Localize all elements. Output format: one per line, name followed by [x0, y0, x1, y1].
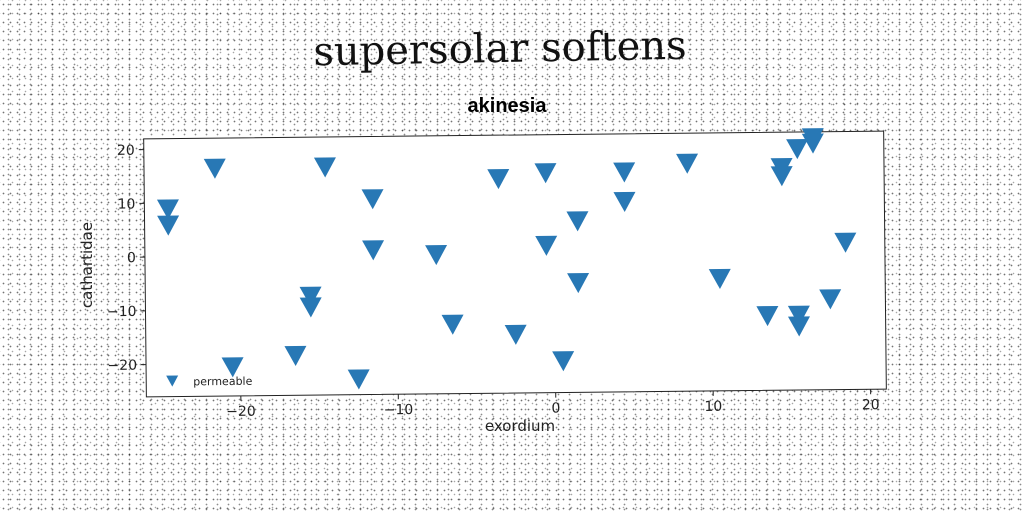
data-point: [156, 199, 179, 220]
data-point: [157, 215, 180, 236]
chart-title: akinesia: [468, 95, 548, 117]
data-point: [708, 268, 731, 289]
x-axis-label: exordium: [485, 417, 555, 435]
y-axis-label: cathartidae: [78, 222, 96, 308]
data-point: [676, 153, 699, 174]
data-point: [487, 169, 510, 190]
plot-area: [143, 130, 887, 398]
data-point: [504, 324, 527, 345]
data-point: [770, 166, 793, 187]
data-point: [819, 289, 842, 310]
y-tick-label: 0: [127, 250, 136, 266]
y-tick-label: 20: [117, 143, 135, 159]
data-points: [156, 128, 857, 390]
y-tick-label: −20: [107, 358, 137, 374]
data-point: [535, 235, 558, 256]
data-point: [787, 316, 810, 337]
data-point: [613, 191, 636, 213]
data-point: [361, 189, 384, 210]
data-point: [299, 286, 322, 307]
data-point: [834, 232, 857, 253]
data-point: [362, 240, 385, 261]
y-tick-label: 10: [117, 196, 135, 212]
x-axis: −20 −10 0 10 20: [226, 389, 880, 420]
data-point: [787, 305, 810, 326]
legend-marker-icon: [166, 375, 179, 387]
y-tick-label: −10: [107, 304, 137, 320]
data-point: [613, 162, 636, 183]
x-tick-label: −20: [226, 404, 256, 420]
data-point: [441, 314, 464, 335]
data-point: [567, 273, 590, 294]
data-point: [566, 211, 589, 232]
data-point: [552, 351, 575, 372]
data-point: [756, 305, 779, 327]
data-point: [347, 369, 370, 390]
data-point: [313, 157, 336, 178]
data-point: [284, 345, 307, 366]
data-point: [801, 133, 824, 154]
data-point: [299, 297, 322, 318]
x-tick-label: 0: [551, 401, 560, 417]
legend-label: permeable: [193, 375, 252, 389]
y-axis: −20 −10 0 10 20: [107, 143, 147, 374]
x-tick-label: 10: [704, 399, 722, 415]
x-tick-label: −10: [384, 402, 414, 418]
data-point: [425, 244, 448, 266]
data-point: [786, 139, 809, 160]
data-point: [534, 163, 557, 184]
data-point: [203, 158, 226, 179]
x-tick-label: 20: [862, 397, 880, 413]
legend: permeable: [166, 375, 253, 389]
data-point: [221, 357, 244, 378]
